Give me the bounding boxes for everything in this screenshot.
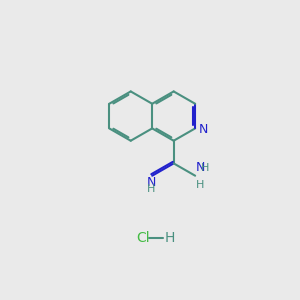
Text: N: N: [147, 176, 156, 190]
Text: H: H: [196, 180, 204, 190]
Text: Cl: Cl: [137, 231, 150, 245]
Text: H: H: [147, 184, 156, 194]
Text: N: N: [196, 161, 205, 174]
Text: N: N: [198, 123, 208, 136]
Text: H: H: [165, 231, 175, 245]
Text: H: H: [201, 164, 210, 173]
